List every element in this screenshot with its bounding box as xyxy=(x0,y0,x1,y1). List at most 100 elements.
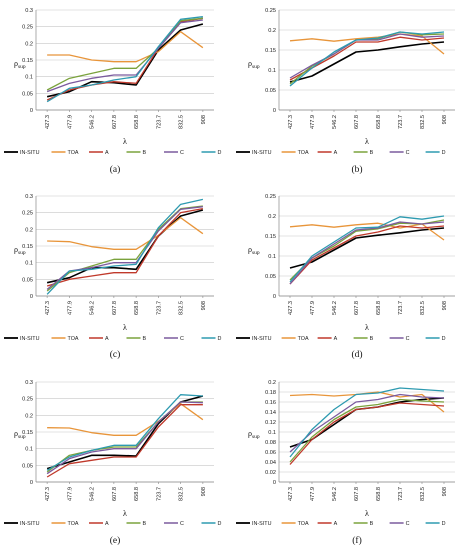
x-tick-label: 832.5 xyxy=(420,487,426,501)
x-tick-label: 908 xyxy=(201,301,207,310)
x-tick-label: 607.8 xyxy=(354,115,360,129)
legend-entry: A xyxy=(334,336,338,342)
x-tick-label: 427.3 xyxy=(45,301,51,315)
x-tick-label: 477.9 xyxy=(310,487,316,501)
legend-entry: TOA xyxy=(298,150,309,156)
y-tick-label: 0.16 xyxy=(265,400,276,406)
legend-entry: A xyxy=(334,521,338,527)
series-line-in-situ xyxy=(289,227,445,269)
y-tick-label: 0.1 xyxy=(25,75,33,81)
x-tick-label: 427.3 xyxy=(45,115,51,129)
legend-entry: IN-SITU xyxy=(252,521,272,527)
y-axis-label: ρsup xyxy=(14,429,26,440)
x-tick-label: 546.2 xyxy=(332,115,338,129)
chart-panel-3: 0 0.05 0.1 0.15 0.2 0.25 0.3 427.3 477.9 546.2 607… xyxy=(4,194,222,360)
panel-caption: (e) xyxy=(110,535,121,546)
x-tick-label: 427.3 xyxy=(288,301,294,315)
y-tick-label: 0.02 xyxy=(265,470,276,476)
y-axis-label-sub: sup xyxy=(252,434,260,440)
x-tick-label: 723.7 xyxy=(156,301,162,315)
y-tick-label: 0.25 xyxy=(22,25,33,31)
chart-panel-6: 0 0.02 0.04 0.06 0.08 0.1 0.12 0.14 0.16 0.18 0.2 4… xyxy=(236,380,455,546)
legend-entry: A xyxy=(105,150,109,156)
legend-entry: B xyxy=(370,150,374,156)
legend: IN-SITU TOA A B C D xyxy=(4,521,222,527)
legend-entry: A xyxy=(105,336,109,342)
y-tick-label: 0.15 xyxy=(22,58,33,64)
series-line-toa xyxy=(289,222,445,241)
series-line-c xyxy=(46,401,203,475)
x-tick-label: 546.2 xyxy=(332,301,338,315)
x-tick-label: 427.3 xyxy=(288,115,294,129)
legend-entry: D xyxy=(218,521,222,527)
x-axis-label: λ xyxy=(365,509,369,518)
x-axis-label: λ xyxy=(365,137,369,146)
y-tick-label: 0.2 xyxy=(268,28,276,34)
y-tick-label: 0.25 xyxy=(22,211,33,217)
x-tick-label: 658.8 xyxy=(134,115,140,129)
y-tick-label: 0.1 xyxy=(25,447,33,453)
legend: IN-SITU TOA A B C D xyxy=(236,150,446,156)
series-line-a xyxy=(46,208,203,287)
series-line-d xyxy=(46,16,203,103)
legend-entry: D xyxy=(442,150,446,156)
x-tick-label: 477.9 xyxy=(67,115,73,129)
y-tick-label: 0.15 xyxy=(265,48,276,54)
legend-entry: C xyxy=(180,521,184,527)
legend-entry: TOA xyxy=(298,336,309,342)
x-tick-label: 908 xyxy=(442,301,448,310)
y-tick-label: 0.2 xyxy=(268,380,276,386)
x-tick-label: 477.9 xyxy=(310,301,316,315)
x-tick-label: 723.7 xyxy=(156,487,162,501)
series-line-c xyxy=(289,221,445,285)
x-tick-label: 658.8 xyxy=(376,115,382,129)
y-tick-label: 0.14 xyxy=(265,410,276,416)
y-tick-label: 0.15 xyxy=(265,234,276,240)
legend-entry: IN-SITU xyxy=(252,336,272,342)
y-axis-label-sub: sup xyxy=(18,64,26,70)
legend: IN-SITU TOA A B C D xyxy=(236,336,446,342)
legend-entry: TOA xyxy=(298,521,309,527)
x-tick-label: 832.5 xyxy=(179,487,185,501)
panel-caption: (d) xyxy=(351,349,362,360)
legend: IN-SITU TOA A B C D xyxy=(236,521,446,527)
y-tick-label: 0.3 xyxy=(25,194,33,200)
legend-entry: C xyxy=(180,150,184,156)
y-tick-label: 0.3 xyxy=(25,380,33,386)
x-tick-label: 427.3 xyxy=(288,487,294,501)
legend-entry: A xyxy=(334,150,338,156)
x-axis-label: λ xyxy=(123,509,127,518)
legend-entry: IN-SITU xyxy=(20,150,40,156)
y-tick-label: 0.04 xyxy=(265,460,276,466)
x-tick-label: 658.8 xyxy=(376,301,382,315)
y-axis-label: ρsup xyxy=(248,59,260,70)
series-line-d xyxy=(46,198,204,295)
y-tick-label: 0.1 xyxy=(268,254,276,260)
y-axis-label-main: ρ xyxy=(248,245,252,254)
legend-entry: B xyxy=(143,521,147,527)
y-tick-label: 0 xyxy=(273,480,276,486)
legend-entry: TOA xyxy=(68,336,79,342)
y-axis-label: ρsup xyxy=(248,245,260,256)
y-axis-label-main: ρ xyxy=(14,429,18,438)
series-line-d xyxy=(289,215,445,283)
legend-entry: B xyxy=(370,336,374,342)
series-line-d xyxy=(289,31,445,87)
x-tick-label: 607.8 xyxy=(112,115,118,129)
x-tick-label: 832.5 xyxy=(420,115,426,129)
series-line-d xyxy=(46,394,203,471)
y-tick-label: 0 xyxy=(30,108,33,114)
chart-panel-2: 0 0.05 0.1 0.15 0.2 0.25 427.3 477.9 546.2 607.8 6… xyxy=(236,8,455,175)
x-tick-label: 723.7 xyxy=(398,301,404,315)
y-axis-label-sub: sup xyxy=(252,64,260,70)
legend-entry: B xyxy=(143,336,147,342)
legend: IN-SITU TOA A B C D xyxy=(4,336,222,342)
x-tick-label: 658.8 xyxy=(376,487,382,501)
y-tick-label: 0.1 xyxy=(268,68,276,74)
series-line-toa xyxy=(47,31,204,63)
x-tick-label: 908 xyxy=(442,115,448,124)
series-line-a xyxy=(289,225,445,285)
legend-entry: D xyxy=(218,336,222,342)
series-line-toa xyxy=(47,217,204,250)
y-tick-label: 0.18 xyxy=(265,390,276,396)
